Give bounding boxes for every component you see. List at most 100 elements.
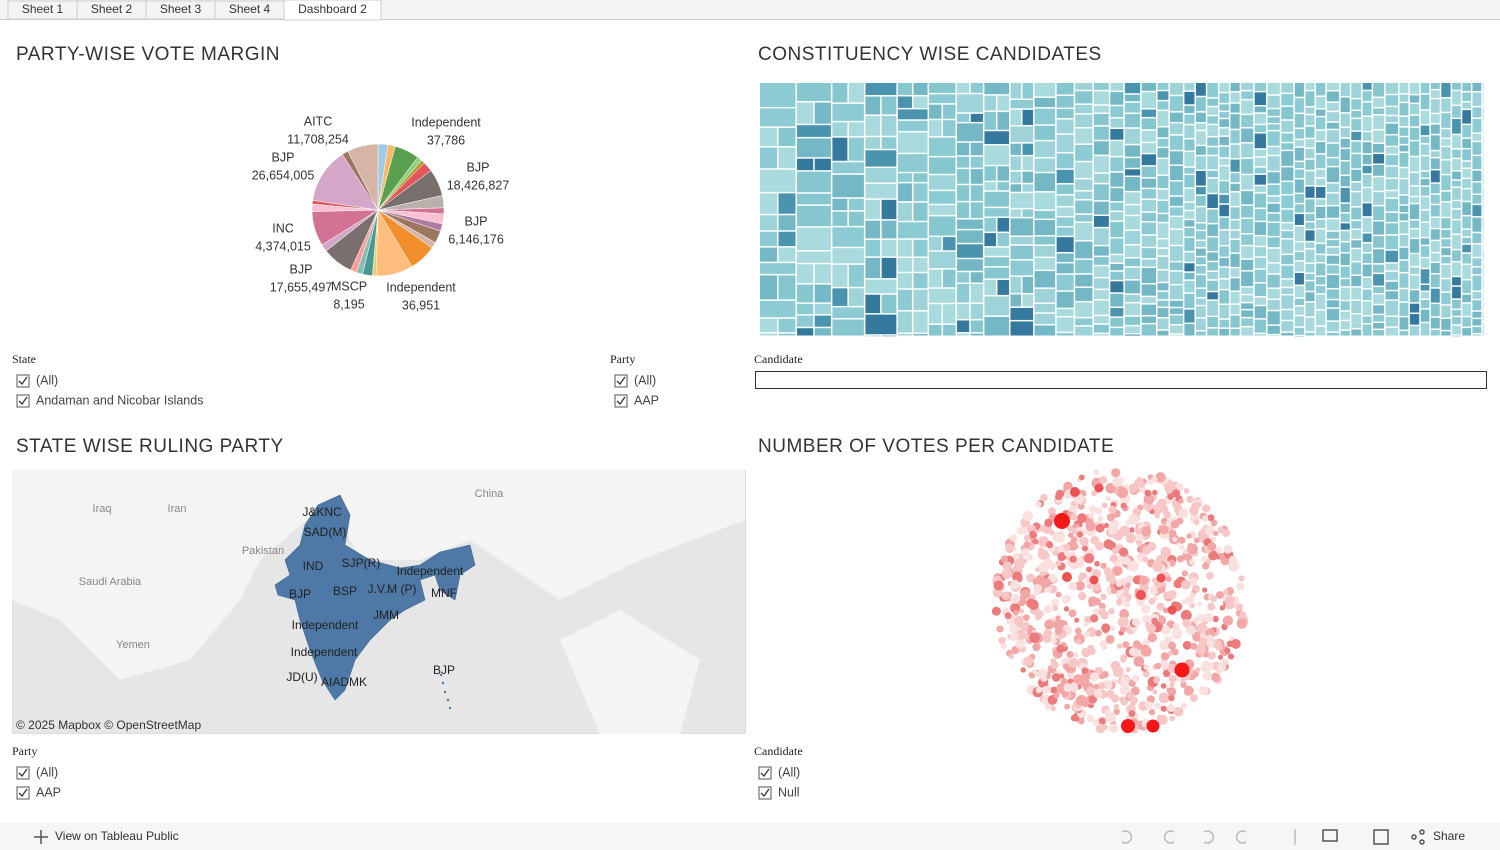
treemap-cell (1093, 141, 1109, 155)
treemap-cell (1316, 142, 1326, 154)
bubble (1152, 489, 1158, 496)
treemap-cell (1340, 253, 1350, 265)
treemap-cell (1219, 119, 1229, 127)
treemap-cell (1294, 162, 1304, 169)
bubble (1043, 604, 1052, 614)
treemap-cell (1362, 132, 1372, 141)
tab-label[interactable]: Sheet 2 (91, 2, 133, 16)
bubble (1069, 683, 1079, 693)
treemap-cell (1141, 118, 1156, 130)
bubble (1117, 487, 1129, 499)
filter-item[interactable]: AAP (36, 785, 61, 799)
treemap-cell (1034, 303, 1056, 313)
treemap-cell (1326, 130, 1340, 143)
bubble (1077, 513, 1087, 523)
treemap-cell (1420, 197, 1430, 210)
candidate-search[interactable] (755, 371, 1487, 389)
bubble (1053, 619, 1065, 630)
treemap-cell (1169, 308, 1183, 314)
filter-item[interactable]: (All) (778, 765, 800, 779)
treemap-cell (1420, 94, 1430, 110)
treemap-cell (1430, 83, 1440, 89)
tab-label[interactable]: Sheet 1 (22, 2, 64, 16)
pie-label-party: BJP (467, 160, 490, 174)
tab-label[interactable]: Sheet 4 (229, 2, 271, 16)
bubble (1055, 615, 1061, 621)
treemap-cell (1267, 335, 1280, 336)
treemap-cell (1195, 223, 1206, 230)
bubble (1076, 531, 1084, 538)
treemap-cell (1462, 189, 1471, 201)
treemap-cell (1157, 175, 1169, 189)
bubble (1130, 686, 1140, 696)
treemap-cell (1281, 120, 1294, 132)
treemap-cell (1254, 92, 1267, 105)
treemap-cell (1184, 139, 1195, 151)
tab-label[interactable]: Dashboard 2 (298, 2, 367, 16)
bubble (1109, 554, 1118, 563)
share-button[interactable]: Share (1433, 829, 1465, 843)
treemap-cell (1157, 101, 1169, 110)
bubble (1075, 695, 1086, 706)
footer-link[interactable]: View on Tableau Public (55, 829, 179, 843)
treemap-cell (1399, 168, 1409, 178)
filter-item[interactable]: (All) (36, 373, 58, 387)
treemap-cell (1267, 172, 1280, 184)
bubble (1133, 656, 1145, 667)
treemap-cell (1110, 172, 1124, 187)
treemap-cell (1294, 83, 1304, 97)
treemap-cell (1141, 143, 1156, 153)
treemap-cell (1340, 287, 1350, 300)
party-label: Independent (291, 645, 358, 659)
treemap-cell (943, 324, 956, 336)
bubble (1102, 679, 1113, 690)
treemap-cell (1219, 246, 1229, 257)
treemap-cell (1207, 300, 1218, 316)
treemap-cell (1462, 179, 1471, 188)
treemap-cell (1010, 184, 1022, 192)
treemap-cell (1141, 284, 1156, 296)
treemap-cell (1294, 252, 1304, 261)
filter-item[interactable]: (All) (36, 765, 58, 779)
treemap-cell (1110, 238, 1124, 254)
treemap-cell (1254, 193, 1267, 208)
toolbar-icons-dark[interactable] (1322, 829, 1425, 845)
bubble (1068, 582, 1078, 591)
filter-item[interactable]: AAP (634, 393, 659, 407)
treemap-cell (1385, 223, 1399, 235)
treemap-cell (1430, 170, 1440, 183)
bubble (1110, 625, 1116, 632)
filter-item[interactable]: Andaman and Nicobar Islands (36, 393, 203, 407)
bubble (993, 580, 1004, 591)
treemap-cell (897, 120, 928, 131)
filter-item[interactable]: (All) (634, 373, 656, 387)
checkbox (758, 786, 772, 800)
treemap-cell (1207, 83, 1218, 98)
filter-item[interactable]: Null (778, 785, 800, 799)
bubble (1160, 705, 1167, 712)
treemap-cell (1409, 326, 1420, 336)
bubble (1180, 702, 1187, 709)
bubble (1023, 541, 1031, 549)
treemap-cell (897, 132, 928, 153)
treemap-cell (1141, 189, 1156, 199)
bubble (1159, 639, 1170, 651)
pie-label-value: 37,786 (427, 133, 465, 147)
bubble (1013, 552, 1021, 560)
treemap-cell (1241, 219, 1254, 233)
treemap-cell (1267, 196, 1280, 203)
treemap-cell (1110, 157, 1124, 172)
bubble (1149, 585, 1160, 595)
bubble (1101, 623, 1111, 633)
treemap-cell (1169, 123, 1183, 135)
treemap-cell (943, 269, 956, 288)
bubble (1225, 595, 1235, 605)
treemap-cell (943, 304, 956, 324)
tab-label[interactable]: Sheet 3 (160, 2, 202, 16)
treemap-cell (1075, 259, 1093, 274)
bubble (1020, 667, 1026, 673)
treemap-cell (1305, 292, 1315, 302)
treemap-cell (1267, 109, 1280, 116)
treemap-cell (1472, 170, 1482, 182)
bubble (1160, 546, 1172, 558)
